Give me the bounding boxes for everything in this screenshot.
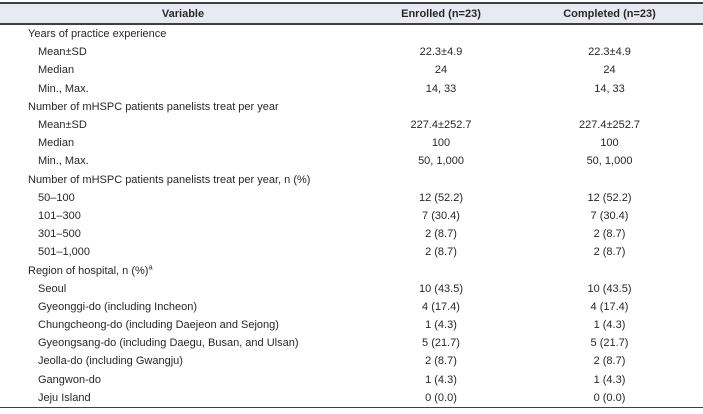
enrolled-value	[366, 171, 516, 189]
column-header-enrolled: Enrolled (n=23)	[366, 3, 516, 25]
table-row: Chungcheong-do (including Daejeon and Se…	[0, 316, 703, 334]
table-body: Years of practice experience Mean±SD 22.3±…	[0, 24, 703, 407]
table-row: Min., Max. 50, 1,000 50, 1,000	[0, 152, 703, 170]
table-row: Min., Max. 14, 33 14, 33	[0, 80, 703, 98]
table-row: 50–100 12 (52.2) 12 (52.2)	[0, 189, 703, 207]
table-row: Number of mHSPC patients panelists treat…	[0, 98, 703, 116]
table-row: Mean±SD 227.4±252.7 227.4±252.7	[0, 116, 703, 134]
table-row: Number of mHSPC patients panelists treat…	[0, 171, 703, 189]
enrolled-value: 7 (30.4)	[422, 209, 460, 222]
completed-value: 12 (52.2)	[587, 191, 632, 204]
completed-value: 4 (17.4)	[590, 300, 629, 313]
completed-value: 1 (4.3)	[593, 373, 626, 386]
variable-item-label: Mean±SD	[38, 46, 87, 59]
table-row: 301–500 2 (8.7) 2 (8.7)	[0, 225, 703, 243]
completed-value: 22.3±4.9	[588, 46, 631, 59]
completed-value: 14, 33	[594, 82, 625, 95]
enrolled-value: 2 (8.7)	[425, 246, 457, 259]
enrolled-value: 24	[434, 64, 448, 77]
variable-item-label: Mean±SD	[38, 119, 87, 132]
completed-value: 24	[603, 64, 616, 77]
variable-item-label: 101–300	[38, 209, 81, 222]
enrolled-value: 10 (43.5)	[418, 282, 464, 295]
enrolled-value: 100	[431, 137, 451, 150]
table-row: Jeju Island 0 (0.0) 0 (0.0)	[0, 389, 703, 408]
variable-item-label: 301–500	[38, 228, 81, 241]
table-row: Median 24 24	[0, 61, 703, 79]
column-header-completed: Completed (n=23)	[516, 3, 703, 25]
table-row: Median 100 100	[0, 134, 703, 152]
table-row: Gyeonggi-do (including Incheon) 4 (17.4) 4…	[0, 298, 703, 316]
variable-section-label: Years of practice experience	[28, 28, 167, 41]
table-row: Years of practice experience	[0, 24, 703, 43]
completed-value: 7 (30.4)	[590, 209, 629, 222]
completed-value	[516, 171, 703, 189]
variable-item-label: Seoul	[38, 282, 67, 295]
table-row: Gangwon-do 1 (4.3) 1 (4.3)	[0, 371, 703, 389]
enrolled-value: 50, 1,000	[418, 155, 464, 168]
variable-item-label: Gyeonggi-do (including Incheon)	[38, 300, 197, 313]
completed-value: 5 (21.7)	[590, 337, 629, 350]
variable-item-label: Median	[38, 137, 75, 150]
completed-value: 1 (4.3)	[593, 319, 626, 332]
variable-item-label: Jeju Island	[38, 391, 91, 404]
variable-item-label: Chungcheong-do (including Daejeon and Se…	[38, 319, 279, 332]
completed-value: 10 (43.5)	[587, 282, 632, 295]
completed-value	[516, 98, 703, 116]
enrolled-value: 2 (8.7)	[425, 228, 457, 241]
enrolled-value: 1 (4.3)	[425, 373, 457, 386]
enrolled-value: 0 (0.0)	[425, 391, 457, 404]
variable-item-label: 501–1,000	[38, 246, 90, 259]
table-row: Region of hospital, n (%)a	[0, 261, 703, 279]
enrolled-value: 227.4±252.7	[410, 119, 472, 132]
enrolled-value: 12 (52.2)	[418, 191, 464, 204]
variable-item-label: Gangwon-do	[38, 373, 101, 386]
completed-value	[516, 261, 703, 279]
enrolled-value	[366, 24, 516, 43]
completed-value: 2 (8.7)	[593, 246, 626, 259]
table-row: 501–1,000 2 (8.7) 2 (8.7)	[0, 243, 703, 261]
table-row: Jeolla-do (including Gwangju) 2 (8.7) 2 (8…	[0, 352, 703, 370]
table-row: 101–300 7 (30.4) 7 (30.4)	[0, 207, 703, 225]
enrolled-value	[366, 261, 516, 279]
enrolled-value	[366, 98, 516, 116]
variable-item-label: Min., Max.	[38, 155, 89, 168]
enrolled-value: 5 (21.7)	[422, 337, 460, 350]
variable-section-label: Region of hospital, n (%)a	[28, 261, 153, 277]
completed-value: 2 (8.7)	[593, 228, 626, 241]
variable-section-label: Number of mHSPC patients panelists treat…	[28, 100, 279, 113]
completed-value: 2 (8.7)	[593, 355, 626, 368]
completed-value: 227.4±252.7	[578, 119, 641, 132]
variable-item-label: Jeolla-do (including Gwangju)	[38, 355, 183, 368]
completed-value: 100	[600, 137, 619, 150]
enrolled-value: 1 (4.3)	[425, 319, 457, 332]
variable-section-label: Number of mHSPC patients panelists treat…	[28, 173, 311, 186]
variable-item-label: Median	[38, 64, 75, 77]
table-row: Mean±SD 22.3±4.9 22.3±4.9	[0, 43, 703, 61]
enrolled-value: 2 (8.7)	[425, 355, 457, 368]
completed-value	[516, 24, 703, 43]
footnote-marker: a	[148, 261, 153, 271]
variable-item-label: Gyeongsang-do (including Daegu, Busan, a…	[38, 337, 299, 350]
completed-value: 0 (0.0)	[593, 391, 626, 404]
enrolled-value: 22.3±4.9	[419, 46, 463, 59]
variable-item-label: Min., Max.	[38, 82, 89, 95]
enrolled-value: 14, 33	[425, 82, 457, 95]
table-row: Gyeongsang-do (including Daegu, Busan, a…	[0, 334, 703, 352]
completed-value: 50, 1,000	[586, 155, 633, 168]
column-header-variable: Variable	[0, 3, 366, 25]
table-row: Seoul 10 (43.5) 10 (43.5)	[0, 280, 703, 298]
enrolled-value: 4 (17.4)	[422, 300, 460, 313]
variable-item-label: 50–100	[38, 191, 75, 204]
table-header-row: Variable Enrolled (n=23) Completed (n=23…	[0, 3, 703, 25]
